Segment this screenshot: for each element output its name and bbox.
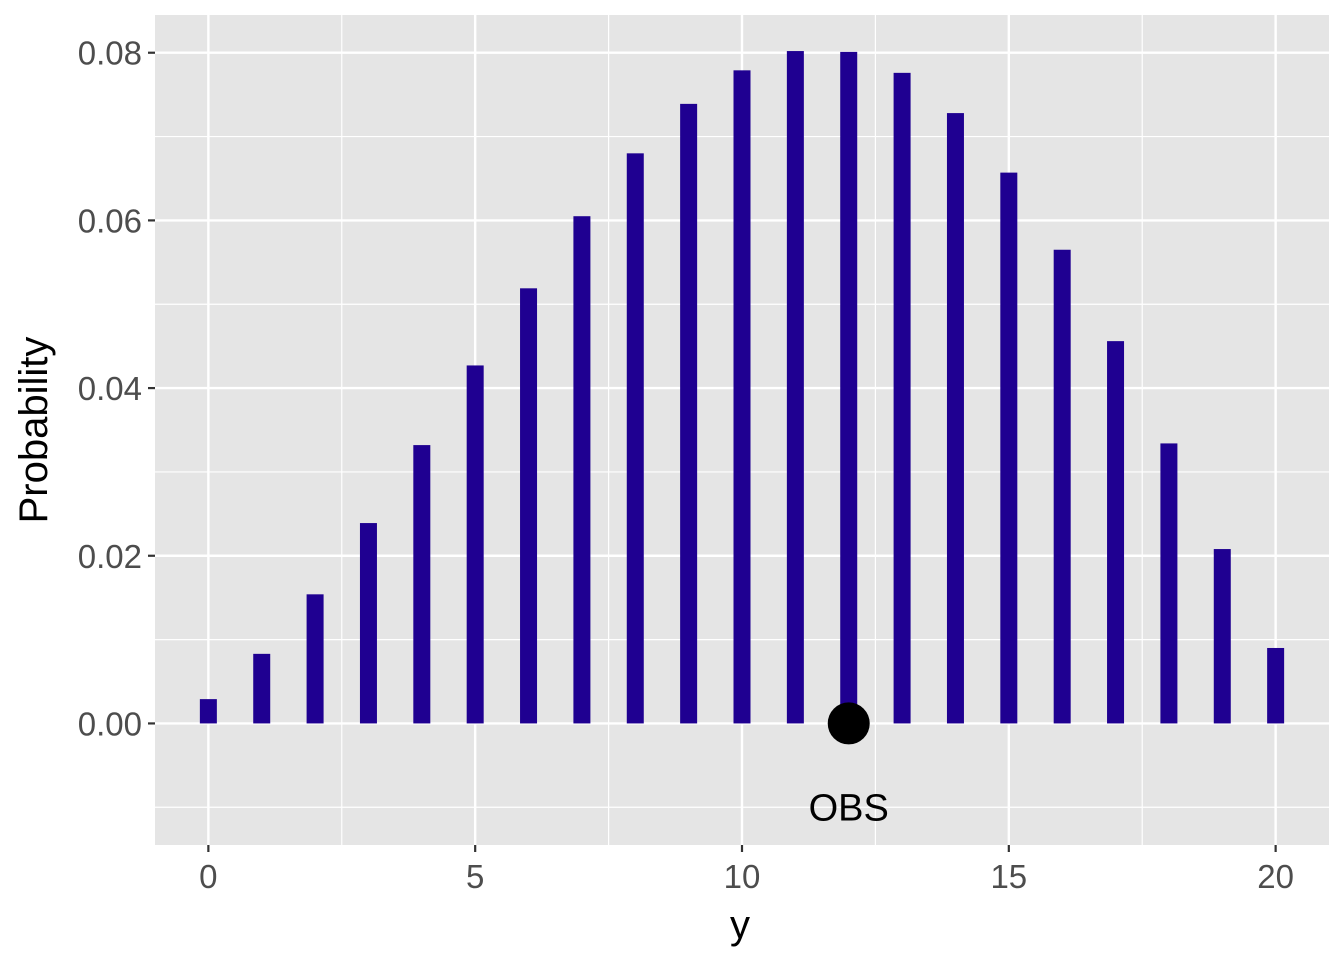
y-tick-label: 0.02 <box>78 538 142 575</box>
bar <box>840 51 858 724</box>
x-axis: 0 5 10 15 20 <box>199 845 1294 895</box>
bar <box>199 699 217 724</box>
bar <box>946 113 964 724</box>
x-tick-label: 15 <box>990 858 1027 895</box>
bar <box>1160 443 1178 724</box>
bar <box>573 216 591 724</box>
bar <box>626 153 644 724</box>
bar <box>680 103 698 724</box>
bar <box>520 288 538 724</box>
bar <box>306 594 324 724</box>
bar <box>733 70 751 724</box>
y-tick-label: 0.06 <box>78 202 142 239</box>
bar <box>1267 647 1285 724</box>
annotations: OBS <box>809 702 889 829</box>
bar <box>1107 341 1125 724</box>
x-tick-label: 0 <box>199 858 217 895</box>
bar <box>466 365 484 724</box>
x-tick-label: 10 <box>724 858 761 895</box>
bars <box>199 51 1285 724</box>
bar <box>786 51 804 724</box>
bar <box>253 653 271 724</box>
bar <box>1053 249 1071 724</box>
bar <box>1000 172 1018 724</box>
x-tick-label: 5 <box>466 858 484 895</box>
bar <box>413 445 431 724</box>
y-tick-label: 0.04 <box>78 370 142 407</box>
x-axis-title: y <box>730 903 750 947</box>
bar <box>359 523 377 724</box>
y-tick-label: 0.00 <box>78 705 142 742</box>
observed-point <box>827 702 870 745</box>
bar <box>1213 549 1231 724</box>
y-axis-title: Probability <box>12 337 56 524</box>
y-tick-label: 0.08 <box>78 35 142 72</box>
bar <box>893 72 911 724</box>
observed-label: OBS <box>809 787 889 829</box>
y-axis: 0.00 0.02 0.04 0.06 0.08 <box>78 35 155 742</box>
x-tick-label: 20 <box>1257 858 1294 895</box>
